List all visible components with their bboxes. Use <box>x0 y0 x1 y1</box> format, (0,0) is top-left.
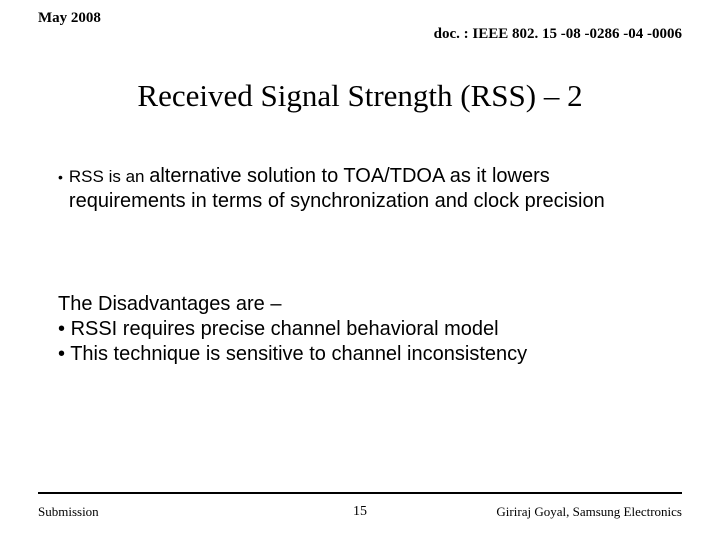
bullet-rest: alternative solution to TOA/TDOA as it l… <box>69 165 605 212</box>
disadvantages-heading: The Disadvantages are – <box>58 292 670 317</box>
slide-title: Received Signal Strength (RSS) – 2 <box>0 78 720 114</box>
disadvantages-block: The Disadvantages are – • RSSI requires … <box>58 292 670 367</box>
disadvantage-item-2: • This technique is sensitive to channel… <box>58 342 670 367</box>
footer-author: Giriraj Goyal, Samsung Electronics <box>496 504 682 520</box>
disadvantage-item-1: • RSSI requires precise channel behavior… <box>58 317 670 342</box>
disadvantage-text-2: This technique is sensitive to channel i… <box>70 343 527 365</box>
footer-divider <box>38 492 682 494</box>
slide-body: • RSS is an alternative solution to TOA/… <box>58 164 670 367</box>
header-date: May 2008 <box>38 10 101 27</box>
bullet-dot-icon: • <box>58 164 63 214</box>
slide: May 2008 doc. : IEEE 802. 15 -08 -0286 -… <box>0 0 720 540</box>
bullet-text: RSS is an alternative solution to TOA/TD… <box>69 164 670 214</box>
bullet-item: • RSS is an alternative solution to TOA/… <box>58 164 670 214</box>
bullet-lead: RSS is an <box>69 167 149 186</box>
disadvantage-text-1: RSSI requires precise channel behavioral… <box>71 318 499 340</box>
header-doc-number: doc. : IEEE 802. 15 -08 -0286 -04 -0006 <box>434 26 682 43</box>
